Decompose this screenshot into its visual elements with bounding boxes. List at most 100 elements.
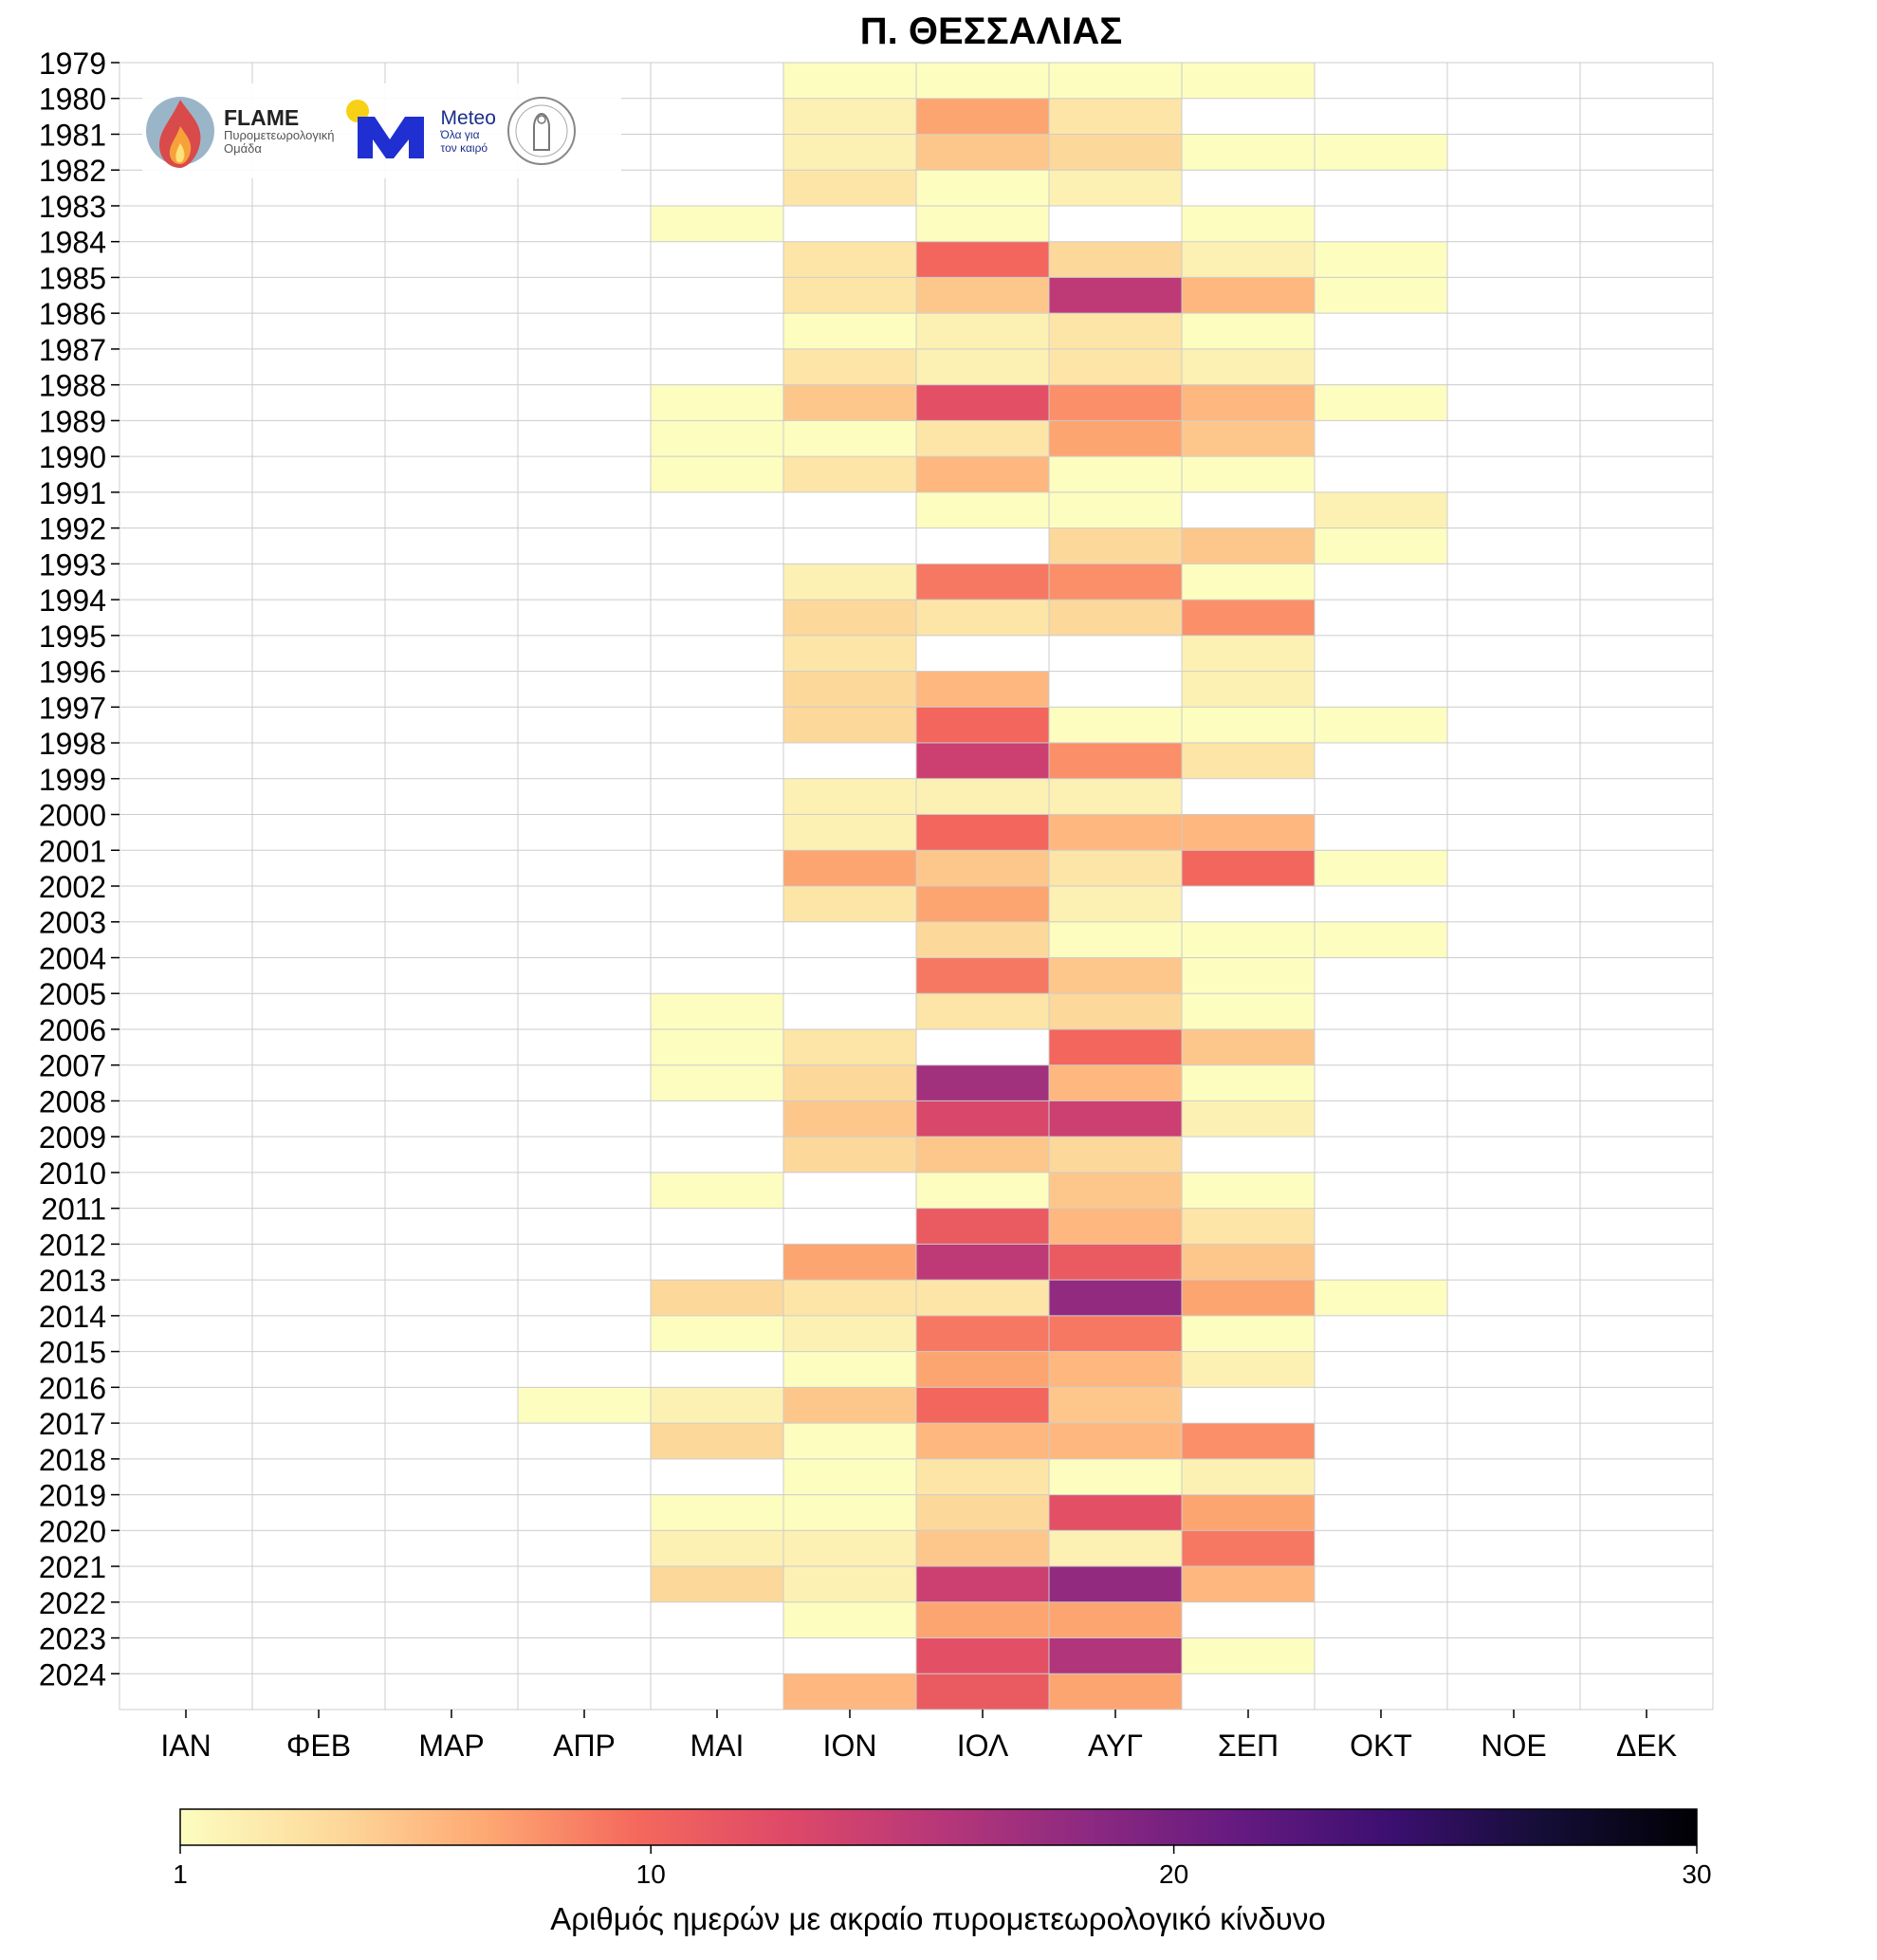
heatmap-cell — [120, 707, 253, 744]
heatmap-cell — [252, 1530, 386, 1567]
heatmap-cell — [1580, 1637, 1714, 1674]
heatmap-cell — [1182, 1601, 1316, 1638]
heatmap-cell — [651, 564, 784, 601]
y-axis-tick-label: 1996 — [39, 656, 106, 690]
heatmap-cell — [518, 1351, 652, 1388]
heatmap-cell — [1580, 456, 1714, 493]
heatmap-cell — [916, 1637, 1050, 1674]
heatmap-cell — [1315, 420, 1448, 457]
heatmap-cell — [783, 1208, 917, 1245]
heatmap-cell — [385, 384, 519, 421]
heatmap-cell — [385, 1244, 519, 1281]
heatmap-cell — [385, 743, 519, 780]
heatmap-cell — [1049, 921, 1183, 958]
heatmap-cell — [518, 1637, 652, 1674]
y-axis-tick-label: 2016 — [39, 1371, 106, 1405]
meteo-logo-subtitle-1: Όλα για — [440, 128, 480, 142]
heatmap-cell — [1580, 277, 1714, 314]
heatmap-cell — [1182, 205, 1316, 243]
heatmap-cell — [385, 1137, 519, 1174]
y-axis-tick-label: 1999 — [39, 763, 106, 797]
heatmap-cell — [651, 600, 784, 637]
heatmap-cell — [916, 707, 1050, 744]
heatmap-cell — [1447, 384, 1581, 421]
heatmap-cell — [1447, 600, 1581, 637]
heatmap-cell — [916, 564, 1050, 601]
y-axis-tick-label: 2014 — [39, 1300, 106, 1334]
colorbar-ticks: 1 10 20 30 — [173, 1845, 1712, 1889]
heatmap-cell — [1182, 707, 1316, 744]
heatmap-cell — [916, 814, 1050, 851]
heatmap-cell — [385, 277, 519, 314]
heatmap-cell — [916, 1100, 1050, 1137]
heatmap-cell — [783, 98, 917, 135]
heatmap-cell — [385, 1494, 519, 1531]
heatmap-cell — [1447, 1494, 1581, 1531]
heatmap-cell — [1580, 491, 1714, 529]
heatmap-cell — [1182, 1064, 1316, 1101]
heatmap-cell — [385, 886, 519, 923]
heatmap-cell — [1182, 1100, 1316, 1137]
heatmap-cell — [385, 600, 519, 637]
heatmap-cell — [783, 456, 917, 493]
heatmap-cell — [1049, 205, 1183, 243]
heatmap-cell — [651, 1637, 784, 1674]
heatmap-cell — [518, 527, 652, 564]
heatmap-cell — [518, 348, 652, 386]
heatmap-cell — [1182, 1673, 1316, 1710]
heatmap-cell — [1182, 348, 1316, 386]
heatmap-cell — [518, 1028, 652, 1066]
heatmap-cell — [651, 707, 784, 744]
heatmap-cell — [651, 63, 784, 100]
heatmap-cell — [252, 814, 386, 851]
heatmap-cell — [1447, 1172, 1581, 1210]
heatmap-cell — [1580, 814, 1714, 851]
heatmap-cell — [252, 707, 386, 744]
heatmap-cell — [1315, 63, 1448, 100]
heatmap-cell — [518, 957, 652, 994]
heatmap-cell — [1049, 1637, 1183, 1674]
meteo-icon — [345, 100, 424, 158]
heatmap-cell — [1315, 1458, 1448, 1495]
colorbar-gradient — [179, 1808, 1698, 1846]
heatmap-cell — [783, 527, 917, 564]
heatmap-cell — [120, 1601, 253, 1638]
heatmap-cell — [120, 241, 253, 278]
heatmap-cell — [1315, 1423, 1448, 1460]
heatmap-cell — [1315, 1494, 1448, 1531]
heatmap-cell — [1182, 1172, 1316, 1210]
y-axis-tick-label: 2009 — [39, 1120, 106, 1155]
heatmap-cell — [252, 1566, 386, 1603]
heatmap-cell — [1049, 635, 1183, 672]
heatmap-cell — [120, 1673, 253, 1710]
heatmap-cell — [1049, 1137, 1183, 1174]
heatmap-cell — [1447, 1673, 1581, 1710]
heatmap-cell — [120, 1172, 253, 1210]
heatmap-cell — [120, 1351, 253, 1388]
heatmap-cell — [651, 1100, 784, 1137]
heatmap-cell — [916, 1172, 1050, 1210]
y-axis-tick-label: 2015 — [39, 1336, 106, 1370]
heatmap-cell — [1182, 957, 1316, 994]
heatmap-cell — [385, 1315, 519, 1353]
heatmap-cell — [518, 205, 652, 243]
y-axis-tick-label: 1984 — [39, 226, 106, 260]
heatmap-cell — [916, 993, 1050, 1030]
heatmap-cell — [916, 1280, 1050, 1317]
heatmap-cell — [1580, 850, 1714, 887]
heatmap-cell — [1580, 63, 1714, 100]
heatmap-cell — [916, 456, 1050, 493]
heatmap-cell — [1315, 1028, 1448, 1066]
heatmap-cell — [651, 814, 784, 851]
heatmap-cell — [916, 1064, 1050, 1101]
heatmap-cell — [651, 1064, 784, 1101]
heatmap-cell — [518, 850, 652, 887]
heatmap-cell — [1580, 707, 1714, 744]
heatmap-cell — [1315, 1637, 1448, 1674]
heatmap-cell — [518, 1064, 652, 1101]
colorbar: 1 10 20 30 Αριθμός ημερών με ακραίο πυρομετ… — [173, 1808, 1712, 1936]
heatmap-cell — [1447, 1423, 1581, 1460]
heatmap-cell — [1580, 1458, 1714, 1495]
heatmap-cell — [1049, 1208, 1183, 1245]
heatmap-cell — [916, 1244, 1050, 1281]
